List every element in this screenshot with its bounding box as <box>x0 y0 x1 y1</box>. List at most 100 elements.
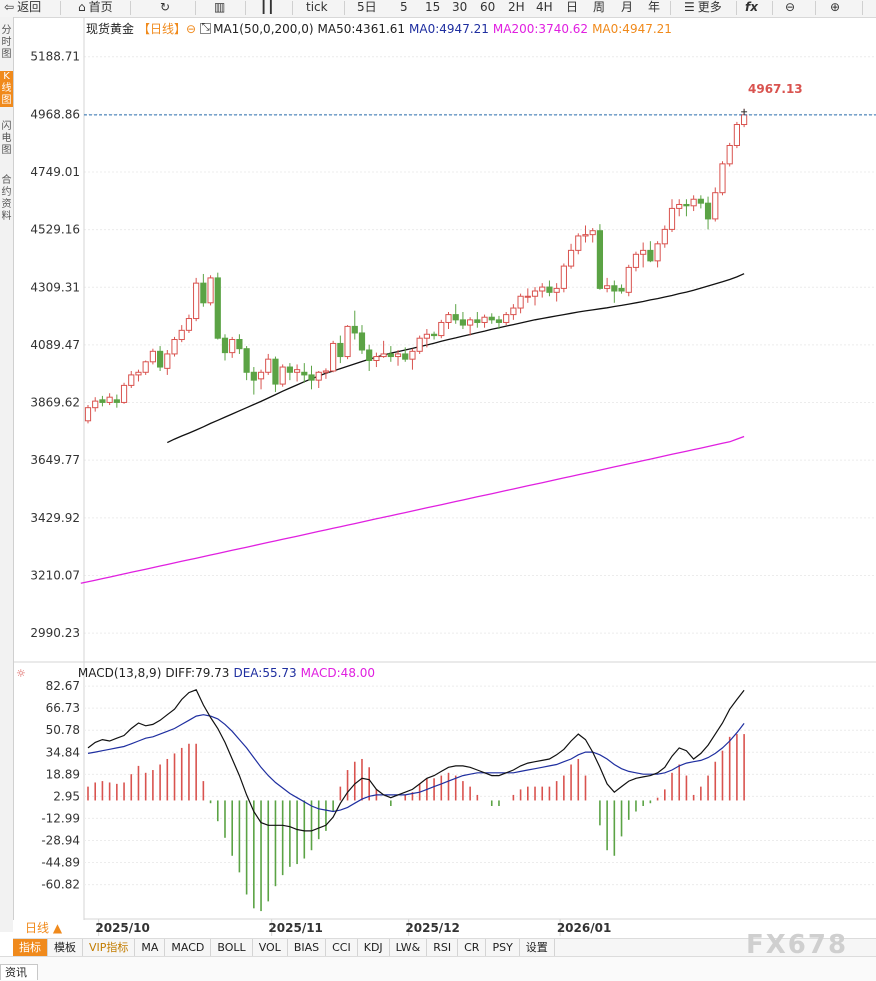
indicator-tab-14[interactable]: 设置 <box>520 939 555 956</box>
tab-contract-info[interactable]: 合约资料 <box>1 175 12 222</box>
macd-tick-label: 34.84 <box>46 745 80 759</box>
period-8[interactable]: 周 <box>593 0 606 14</box>
macd-tick-label: 82.67 <box>46 679 80 693</box>
period-select-button[interactable]: 日线 ▲ <box>13 920 81 937</box>
candle-body <box>279 366 286 385</box>
candle-body <box>423 333 430 339</box>
candle-body <box>640 249 647 255</box>
indicator-settings-icon[interactable]: ⤡ <box>200 22 212 34</box>
ma50-layer <box>167 273 745 444</box>
indicator-tab-6[interactable]: VOL <box>253 939 288 956</box>
indicator-tab-4[interactable]: MACD <box>165 939 212 956</box>
macd-tick-label: 2.95 <box>53 789 80 803</box>
price-tick-label: 4968.86 <box>30 107 80 121</box>
candle-body <box>171 339 178 355</box>
period-7[interactable]: 日 <box>566 0 579 14</box>
period-1[interactable]: 5 <box>400 0 408 14</box>
candle-body <box>344 325 351 358</box>
ma50-line <box>167 273 745 444</box>
price-tick-label: 3429.92 <box>30 511 80 525</box>
candle-body <box>567 249 575 267</box>
macd-lines <box>87 689 745 832</box>
macd-tick-label: 50.78 <box>46 723 80 737</box>
period-6[interactable]: 4H <box>536 0 553 14</box>
candle-body <box>596 230 604 289</box>
back-button[interactable]: ⇦ 返回 <box>4 0 41 15</box>
period-2[interactable]: 15 <box>425 0 441 14</box>
more-button[interactable]: ☰ 更多 <box>684 0 722 15</box>
candle-body <box>380 353 387 358</box>
candle-layer <box>84 108 748 424</box>
candle-body <box>236 339 243 350</box>
indicator-tab-8[interactable]: CCI <box>326 939 358 956</box>
tab-flash-chart[interactable]: 闪电图 <box>1 121 12 156</box>
date-label: 2025/10 <box>95 921 149 935</box>
candle-body <box>611 285 618 292</box>
zoom-out-icon: ⊖ <box>785 0 796 14</box>
period-10[interactable]: 年 <box>648 0 661 14</box>
candle-body <box>712 192 719 220</box>
candle-body <box>495 319 503 323</box>
candle-body <box>157 350 164 368</box>
period-toggle-icon[interactable]: ⊖ <box>186 21 197 36</box>
indicator-tab-13[interactable]: PSY <box>486 939 520 956</box>
tab-kline-chart[interactable]: K线图 <box>0 71 13 107</box>
indicator-tab-5[interactable]: BOLL <box>211 939 253 956</box>
period-4[interactable]: 60 <box>480 0 496 14</box>
tab-news[interactable]: 资讯 <box>0 964 38 980</box>
formula-button[interactable]: fx <box>745 0 758 15</box>
date-label: 2026/01 <box>557 921 611 935</box>
indicator-tab-0[interactable]: 指标 <box>13 939 48 956</box>
period-5[interactable]: 2H <box>508 0 525 14</box>
indicator-tab-7[interactable]: BIAS <box>288 939 327 956</box>
candle-body <box>387 353 394 358</box>
indicator-tab-12[interactable]: CR <box>458 939 487 956</box>
candle-body <box>575 235 582 251</box>
candle-body <box>654 243 661 262</box>
macd-settings-icon[interactable]: ☼ <box>16 666 26 680</box>
zoom-in-button[interactable]: ⊕ <box>830 0 840 15</box>
price-tick-label: 3210.07 <box>30 568 80 582</box>
candle-type-button[interactable]: ┃┃ <box>260 0 274 15</box>
indicator-tab-3[interactable]: MA <box>135 939 166 956</box>
period-3[interactable]: 30 <box>452 0 468 14</box>
period-0[interactable]: 5日 <box>357 0 377 14</box>
indicator-tab-9[interactable]: KDJ <box>358 939 390 956</box>
last-price-label: 4967.13 <box>748 82 803 96</box>
candle-body <box>668 207 676 230</box>
price-panel-bg <box>0 17 876 662</box>
home-button[interactable]: ⌂ 首页 <box>78 0 113 15</box>
ma50-value: MA50:4361.61 <box>317 21 406 36</box>
tab-time-chart[interactable]: 分时图 <box>1 25 12 60</box>
candle-body <box>84 407 92 422</box>
symbol-name: 现货黄金 <box>86 22 135 36</box>
indicator-tab-11[interactable]: RSI <box>427 939 459 956</box>
price-tick-label: 4089.47 <box>30 338 80 352</box>
tick-button[interactable]: tick <box>306 0 328 15</box>
candle-body <box>625 266 632 293</box>
candle-body <box>330 342 337 372</box>
candle-body <box>488 316 495 321</box>
candle-body <box>430 333 438 337</box>
period-label: 【日线】 <box>138 22 187 36</box>
candle-body <box>690 198 697 207</box>
price-tick-label: 3869.62 <box>30 396 80 410</box>
price-tick-label: 2990.23 <box>30 626 80 640</box>
candle-body <box>546 286 553 293</box>
indicator-tab-2[interactable]: VIP指标 <box>83 939 136 956</box>
indicator-tab-1[interactable]: 模板 <box>48 939 83 956</box>
period-9[interactable]: 月 <box>621 0 634 14</box>
macd-tick-label: 66.73 <box>46 701 80 715</box>
indicator-tab-10[interactable]: LW& <box>390 939 428 956</box>
back-arrow-icon: ⇦ <box>4 0 15 14</box>
candle-body <box>510 307 517 316</box>
refresh-button[interactable]: ↻ <box>160 0 170 15</box>
top-toolbar: ⇦ 返回 ⌂ 首页 ↻ ▥ ┃┃ tick 5日 5 15 30 60 2H 4H 日周月年 … <box>0 0 876 18</box>
candle-body <box>92 400 99 409</box>
chart-type-button[interactable]: ▥ <box>214 0 225 15</box>
zoom-out-button[interactable]: ⊖ <box>785 0 795 15</box>
date-label: 2025/12 <box>405 921 459 935</box>
more-label: 更多 <box>697 0 722 14</box>
refresh-icon: ↻ <box>160 0 171 14</box>
